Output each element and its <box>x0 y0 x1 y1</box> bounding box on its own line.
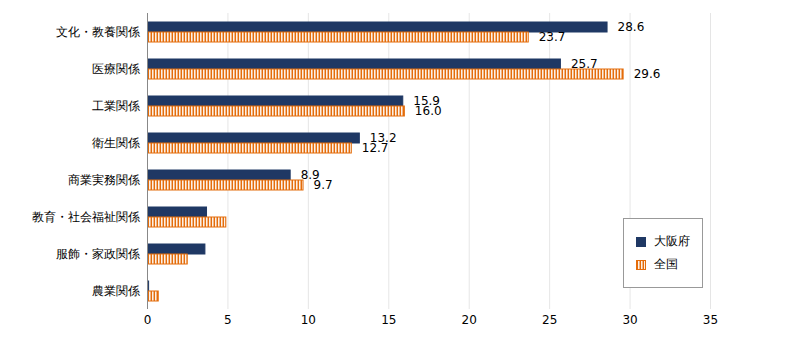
svg-text:農業関係: 農業関係 <box>92 284 140 298</box>
svg-text:15.9: 15.9 <box>413 94 440 109</box>
html-text:大阪府: 大阪府 <box>654 234 690 248</box>
svg-text:28.6: 28.6 <box>618 20 645 34</box>
svg-text:医療関係: 医療関係 <box>92 62 140 76</box>
svg-text:20: 20 <box>462 313 477 327</box>
svg-text:8.9: 8.9 <box>300 168 320 183</box>
svg-text:10: 10 <box>301 313 316 327</box>
svg-text:文化・教養関係: 文化・教養関係 <box>56 25 140 39</box>
svg-text:0: 0 <box>144 313 152 327</box>
svg-text:16.0: 16.0 <box>415 104 442 118</box>
svg-text:29.6: 29.6 <box>634 67 661 81</box>
svg-text:25.7: 25.7 <box>571 57 598 71</box>
svg-text:23.7: 23.7 <box>539 30 566 44</box>
svg-text:15: 15 <box>381 313 396 327</box>
svg-text:9.7: 9.7 <box>314 178 333 192</box>
svg-text:35: 35 <box>703 313 718 327</box>
svg-text:12.7: 12.7 <box>362 141 389 155</box>
svg-text:教育・社会福祉関係: 教育・社会福祉関係 <box>32 210 140 224</box>
svg-text:13.2: 13.2 <box>369 131 397 146</box>
svg-text:工業関係: 工業関係 <box>92 99 140 113</box>
svg-text:服飾・家政関係: 服飾・家政関係 <box>56 247 140 261</box>
svg-text:30: 30 <box>622 313 637 327</box>
svg-text:25: 25 <box>542 313 557 327</box>
html-text:全国: 全国 <box>654 257 678 271</box>
svg-text:衛生関係: 衛生関係 <box>92 136 140 150</box>
svg-text:商業実務関係: 商業実務関係 <box>68 173 140 187</box>
svg-text:5: 5 <box>224 313 232 327</box>
